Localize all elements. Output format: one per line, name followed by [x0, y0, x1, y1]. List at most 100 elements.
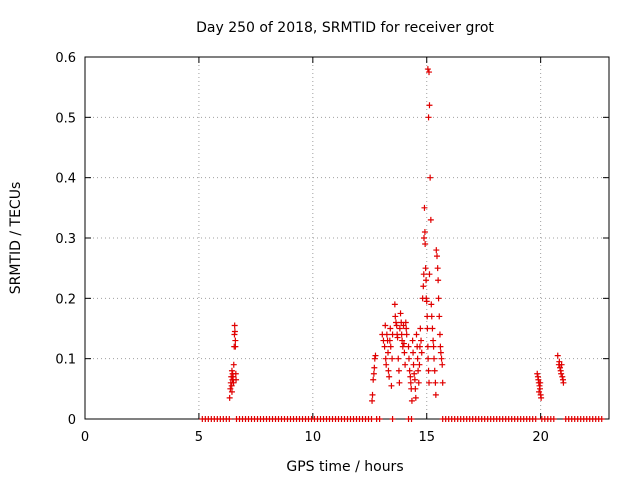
data-point — [383, 331, 390, 338]
data-point — [410, 349, 417, 356]
plot-area-border — [84, 56, 610, 420]
data-point — [408, 397, 415, 404]
data-point — [232, 343, 239, 350]
data-point — [396, 325, 403, 332]
data-point — [372, 352, 379, 359]
data-point — [387, 325, 394, 332]
data-point — [560, 379, 567, 386]
data-point — [371, 355, 378, 362]
y-tick-label: 0 — [68, 413, 76, 428]
data-point — [397, 310, 404, 317]
data-point — [426, 271, 433, 278]
data-point — [421, 204, 428, 211]
data-point — [386, 337, 393, 344]
data-point — [398, 331, 405, 338]
data-point — [424, 343, 431, 350]
data-point — [559, 373, 566, 380]
data-point — [399, 343, 406, 350]
data-point — [400, 340, 407, 347]
data-point — [233, 376, 240, 383]
data-point — [228, 388, 235, 395]
data-point — [431, 355, 438, 362]
data-point — [433, 247, 440, 254]
data-point — [426, 379, 433, 386]
data-point — [436, 331, 443, 338]
data-point — [432, 391, 439, 398]
data-point — [402, 319, 409, 326]
data-point — [437, 343, 444, 350]
data-point — [394, 334, 401, 341]
data-point — [371, 364, 378, 371]
data-point — [425, 114, 432, 121]
data-point — [421, 228, 428, 235]
data-point — [415, 367, 422, 374]
data-point — [405, 343, 412, 350]
data-point — [413, 331, 420, 338]
data-point — [392, 319, 399, 326]
y-tick-label: 0.4 — [55, 172, 76, 187]
zero-point — [226, 416, 233, 422]
data-point — [418, 337, 425, 344]
data-point — [369, 397, 376, 404]
data-point — [389, 355, 396, 362]
data-point — [421, 235, 428, 241]
data-point — [427, 216, 434, 223]
data-point — [381, 343, 388, 350]
data-point — [554, 352, 561, 359]
data-point — [424, 325, 431, 332]
data-point — [382, 322, 389, 329]
data-point — [432, 379, 439, 386]
data-point — [406, 367, 413, 374]
data-point — [430, 343, 437, 350]
data-point — [423, 298, 430, 305]
y-tick-label: 0.6 — [55, 51, 76, 66]
data-point — [412, 394, 419, 401]
data-point — [429, 325, 436, 332]
data-point — [396, 379, 403, 386]
data-point — [395, 367, 402, 374]
data-point — [232, 370, 239, 377]
data-point — [556, 358, 563, 365]
data-point — [417, 325, 424, 332]
data-point — [385, 367, 392, 374]
data-point — [439, 361, 446, 368]
data-point — [425, 367, 432, 374]
zero-point — [532, 416, 539, 422]
data-point — [395, 355, 402, 362]
data-point — [426, 69, 433, 76]
data-point — [431, 367, 438, 374]
chart-title: Day 250 of 2018, SRMTID for receiver gro… — [196, 20, 494, 36]
data-point — [422, 241, 429, 248]
zero-point — [389, 416, 396, 422]
data-point — [415, 379, 422, 386]
y-axis-label: SRMTID / TECUs — [8, 182, 24, 295]
y-tick-label: 0.2 — [55, 292, 76, 307]
data-point — [416, 343, 423, 350]
x-tick-label: 20 — [532, 430, 549, 445]
data-point — [416, 361, 423, 368]
data-point — [558, 361, 565, 368]
data-point — [435, 277, 442, 284]
data-point — [438, 355, 445, 362]
data-point — [228, 367, 235, 374]
data-point — [439, 379, 446, 386]
data-point — [433, 253, 440, 260]
data-point — [230, 373, 237, 380]
data-point — [423, 277, 430, 284]
data-point — [414, 355, 421, 362]
data-point — [427, 174, 434, 181]
data-point — [230, 361, 237, 368]
data-point — [382, 355, 389, 362]
zero-point — [598, 416, 605, 422]
data-point — [400, 322, 407, 329]
data-point — [420, 283, 427, 290]
data-point — [369, 391, 376, 398]
data-point — [383, 361, 390, 368]
data-point — [534, 370, 541, 377]
data-point — [537, 379, 544, 386]
data-point — [385, 349, 392, 356]
data-point — [536, 385, 543, 392]
data-point — [422, 265, 429, 272]
zero-point — [550, 416, 557, 422]
zero-point — [376, 416, 383, 422]
